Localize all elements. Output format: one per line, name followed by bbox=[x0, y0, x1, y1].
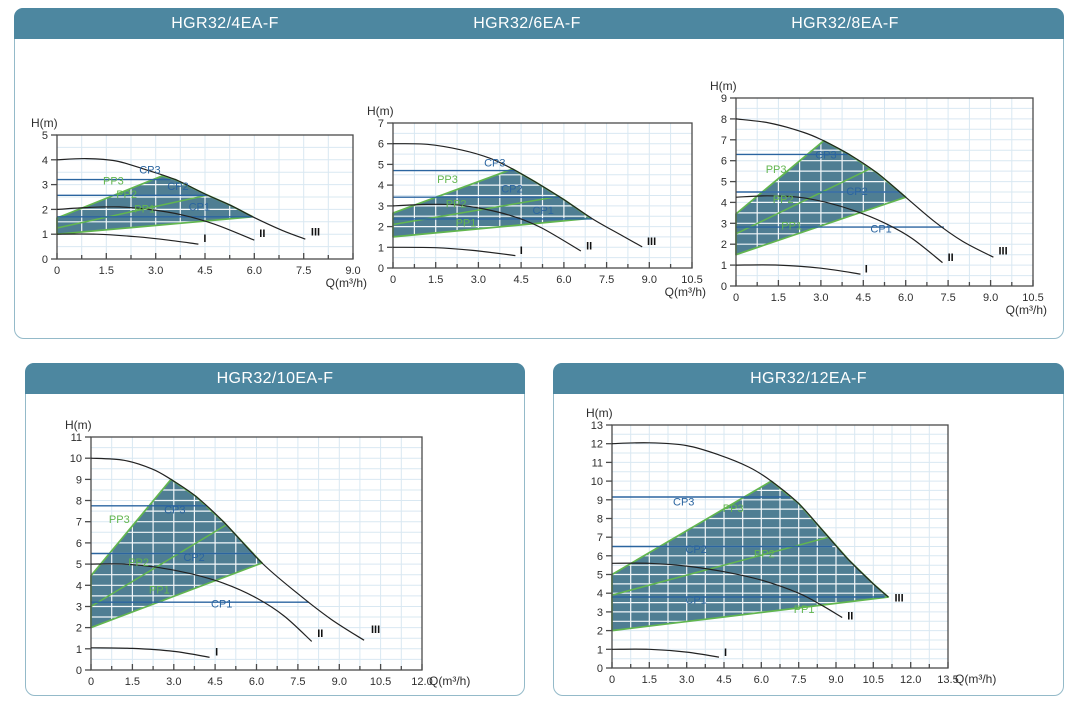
panel-bottom-right-header-bar: HGR32/12EA-F bbox=[553, 363, 1064, 394]
chart-title-hgr32-10ea-f: HGR32/10EA-F bbox=[216, 370, 334, 387]
panel-hgr32-12ea-f: HGR32/12EA-F bbox=[553, 363, 1064, 696]
panel-bottom-left-header-bar: HGR32/10EA-F bbox=[25, 363, 525, 394]
chart-title-hgr32-4ea-f: HGR32/4EA-F bbox=[171, 15, 279, 32]
panel-top-models: HGR32/4EA-F HGR32/6EA-F HGR32/8EA-F bbox=[14, 8, 1064, 339]
chart-title-hgr32-8ea-f: HGR32/8EA-F bbox=[791, 15, 899, 32]
panel-top-header-bar: HGR32/4EA-F HGR32/6EA-F HGR32/8EA-F bbox=[14, 8, 1064, 39]
chart-title-hgr32-6ea-f: HGR32/6EA-F bbox=[473, 15, 581, 32]
panel-hgr32-10ea-f: HGR32/10EA-F bbox=[25, 363, 525, 696]
chart-title-hgr32-12ea-f: HGR32/12EA-F bbox=[750, 370, 867, 387]
